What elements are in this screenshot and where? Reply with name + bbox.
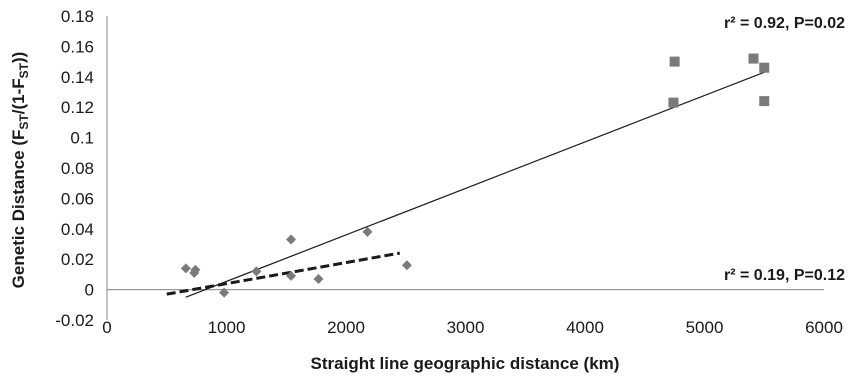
y-tick-label: 0.04 [61, 220, 94, 239]
annotation-bottom-right: r² = 0.19, P=0.12 [724, 267, 845, 284]
data-point-diamond [313, 273, 324, 284]
y-tick-label: 0.08 [61, 159, 94, 178]
data-point-square [748, 53, 759, 64]
axes [106, 16, 824, 320]
data-point-diamond [180, 263, 191, 274]
x-axis-title: Straight line geographic distance (km) [311, 354, 620, 373]
data-point-diamond [219, 287, 230, 298]
data-point-square [759, 62, 770, 73]
data-point-diamond [401, 260, 412, 271]
y-title-sub1: ST [17, 114, 31, 130]
y-axis-title: Genetic Distance (FST/(1-FST)) [9, 52, 31, 289]
y-title-mid: /(1-F [9, 78, 28, 114]
x-tick-label: 3000 [447, 318, 485, 337]
x-tick-label: 1000 [208, 318, 246, 337]
data-point-diamond [362, 226, 373, 237]
y-title-prefix: Genetic Distance (F [9, 130, 28, 289]
y-tick-label: 0 [85, 281, 94, 300]
y-tick-labels: -0.02 0 0.02 0.04 0.06 0.08 0.1 0.12 0.14 0.16 0.1… [55, 7, 94, 330]
data-point-diamond [286, 234, 297, 245]
x-tick-label: 4000 [566, 318, 604, 337]
trendline-solid [185, 71, 765, 298]
y-tick-label: 0.14 [61, 68, 94, 87]
trendline-dashed [166, 251, 401, 296]
data-point-diamond [251, 266, 262, 277]
x-tick-label: 6000 [805, 318, 843, 337]
y-tick-label: 0.1 [70, 129, 94, 148]
x-tick-label: 0 [102, 318, 111, 337]
y-tick-label: 0.06 [61, 189, 94, 208]
trendlines [166, 71, 765, 298]
data-point-square [669, 56, 680, 67]
data-point-diamond [286, 270, 297, 281]
y-title-suffix: )) [9, 52, 28, 63]
data-points [180, 53, 770, 298]
y-title-sub2: ST [17, 62, 31, 78]
y-tick-label: 0.02 [61, 250, 94, 269]
data-point-square [759, 96, 770, 107]
data-point-diamond [190, 264, 201, 275]
data-point-square [668, 97, 679, 108]
x-tick-labels: 0 1000 2000 3000 4000 5000 6000 [102, 318, 843, 337]
x-tick-label: 5000 [686, 318, 724, 337]
y-tick-label: 0.18 [61, 7, 94, 26]
annotation-top-right: r² = 0.92, P=0.02 [724, 15, 845, 32]
x-tick-label: 2000 [327, 318, 365, 337]
y-tick-label: 0.12 [61, 98, 94, 117]
y-tick-label: 0.16 [61, 37, 94, 56]
y-tick-label: -0.02 [55, 311, 94, 330]
